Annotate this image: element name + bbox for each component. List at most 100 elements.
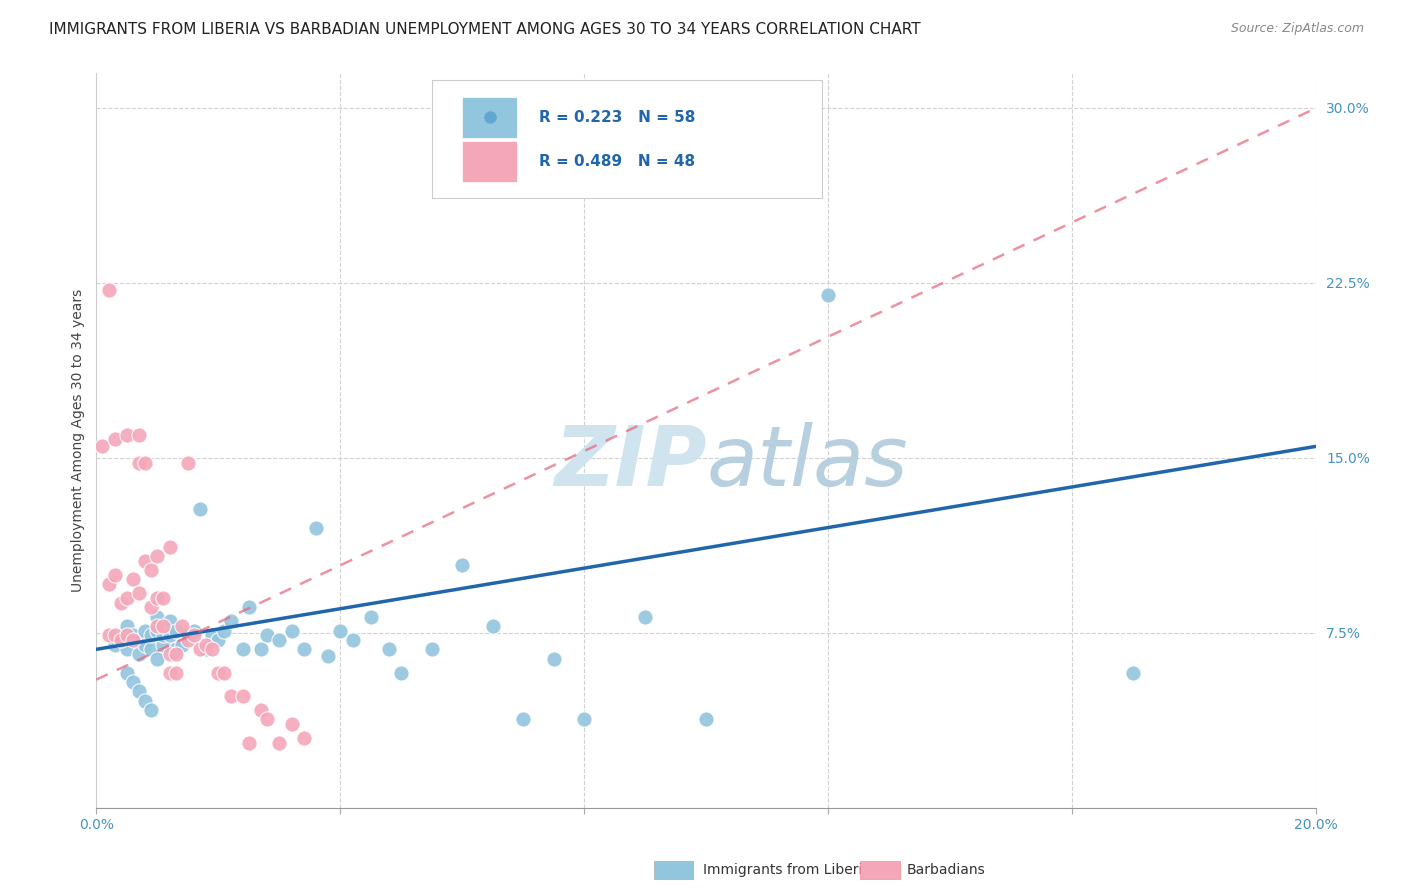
Point [128, 586, 150, 600]
Point [141, 563, 163, 577]
Y-axis label: Unemployment Among Ages 30 to 34 years: Unemployment Among Ages 30 to 34 years [72, 289, 86, 592]
Point [159, 665, 181, 680]
Point [165, 624, 187, 638]
Point [134, 693, 156, 707]
Point [91, 439, 114, 453]
Point [256, 628, 278, 642]
Point [115, 665, 138, 680]
Point [165, 665, 187, 680]
Point [97, 283, 120, 297]
Point [183, 624, 205, 638]
Point [97, 628, 120, 642]
Point [214, 624, 236, 638]
Point [141, 703, 163, 717]
Point [1122, 665, 1144, 680]
Point [146, 624, 169, 638]
Point [128, 456, 150, 470]
Point [238, 600, 260, 615]
Point [115, 591, 138, 605]
Point [104, 628, 127, 642]
Point [134, 638, 156, 652]
Point [817, 287, 839, 301]
Text: Source: ZipAtlas.com: Source: ZipAtlas.com [1230, 22, 1364, 36]
Text: atlas: atlas [706, 422, 908, 503]
Point [146, 549, 169, 563]
Point [389, 665, 412, 680]
Point [128, 632, 150, 647]
Point [250, 703, 273, 717]
Point [219, 615, 242, 629]
Point [146, 591, 169, 605]
Point [146, 609, 169, 624]
Point [159, 628, 181, 642]
Point [104, 433, 127, 447]
Point [280, 624, 302, 638]
FancyBboxPatch shape [463, 141, 517, 182]
Point [115, 642, 138, 657]
Point [512, 712, 534, 726]
FancyBboxPatch shape [463, 97, 517, 137]
Text: R = 0.489   N = 48: R = 0.489 N = 48 [538, 154, 696, 169]
Point [207, 632, 229, 647]
Text: R = 0.223   N = 58: R = 0.223 N = 58 [538, 110, 696, 125]
Point [159, 615, 181, 629]
Point [250, 642, 273, 657]
Point [201, 628, 224, 642]
Point [122, 572, 145, 586]
Point [329, 624, 352, 638]
Point [269, 736, 291, 750]
Point [159, 647, 181, 661]
Point [159, 540, 181, 554]
Point [165, 642, 187, 657]
Point [146, 651, 169, 665]
Point [316, 649, 339, 664]
Point [134, 456, 156, 470]
Point [280, 717, 302, 731]
Point [128, 647, 150, 661]
Point [97, 577, 120, 591]
Point [165, 647, 187, 661]
Point [188, 642, 211, 657]
Point [141, 642, 163, 657]
Point [342, 632, 364, 647]
Point [482, 619, 505, 633]
Point [128, 684, 150, 698]
Point [305, 521, 328, 535]
Point [256, 712, 278, 726]
Point [195, 642, 218, 657]
Point [574, 712, 596, 726]
Point [141, 600, 163, 615]
Point [122, 675, 145, 690]
Point [170, 619, 193, 633]
Point [110, 596, 132, 610]
Point [177, 628, 200, 642]
Point [122, 628, 145, 642]
Point [177, 632, 200, 647]
Point [451, 558, 474, 573]
Point [177, 456, 200, 470]
Point [238, 736, 260, 750]
Text: Barbadians: Barbadians [907, 863, 986, 877]
Point [269, 632, 291, 647]
Point [292, 731, 315, 745]
Point [195, 638, 218, 652]
Point [110, 632, 132, 647]
Text: ZIP: ZIP [554, 422, 706, 503]
Point [183, 628, 205, 642]
Point [232, 642, 254, 657]
Point [292, 642, 315, 657]
Point [188, 502, 211, 516]
Point [214, 665, 236, 680]
Point [152, 619, 174, 633]
Point [219, 689, 242, 703]
Point [134, 554, 156, 568]
Point [420, 642, 443, 657]
Point [115, 628, 138, 642]
Text: IMMIGRANTS FROM LIBERIA VS BARBADIAN UNEMPLOYMENT AMONG AGES 30 TO 34 YEARS CORR: IMMIGRANTS FROM LIBERIA VS BARBADIAN UNE… [49, 22, 921, 37]
FancyBboxPatch shape [432, 80, 823, 198]
Point [170, 638, 193, 652]
Point [122, 632, 145, 647]
Point [134, 624, 156, 638]
Point [378, 642, 401, 657]
Point [152, 638, 174, 652]
